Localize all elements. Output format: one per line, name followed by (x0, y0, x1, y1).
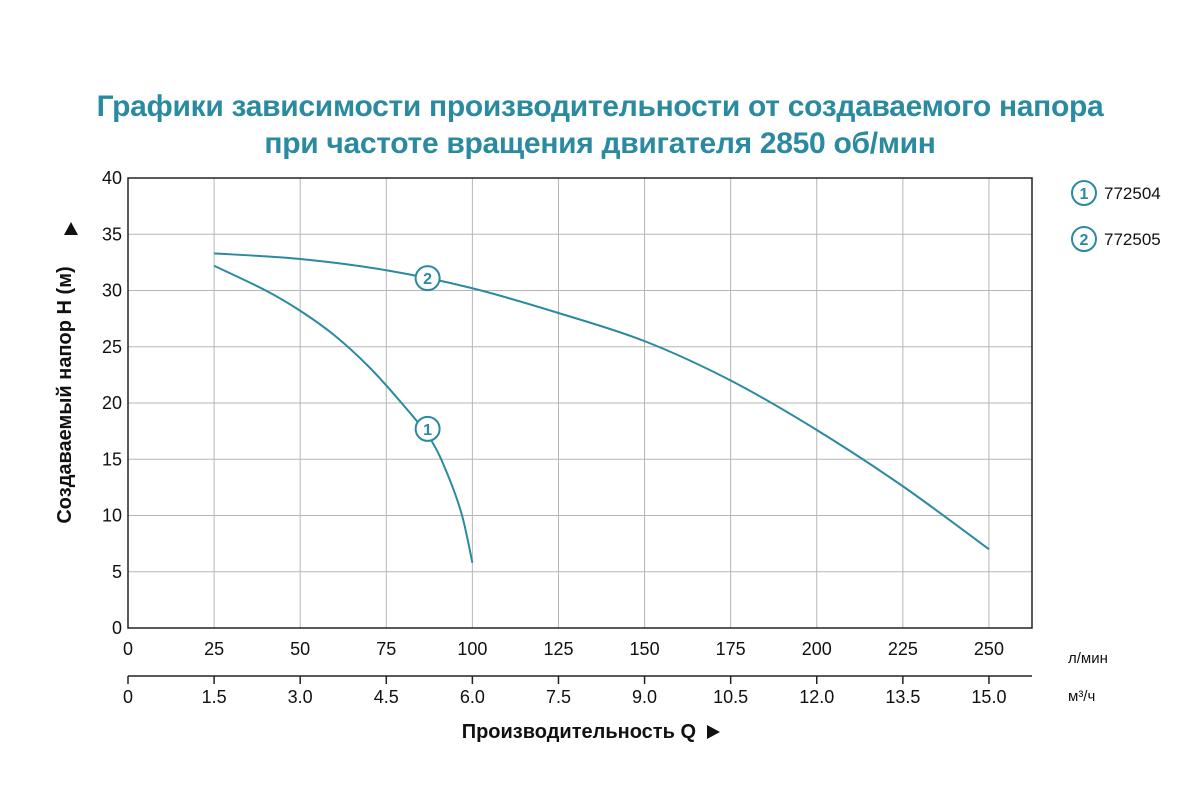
curves (213, 252, 990, 563)
y-axis-title: Создаваемый напор H (м) (54, 266, 76, 523)
legend-entry-772505: 2 772505 (1071, 226, 1161, 252)
chart-title-line-1: Графики зависимости производительности о… (96, 90, 1104, 123)
chart-title-line-2: при частоте вращения двигателя 2850 об/м… (264, 127, 936, 160)
plot-frame (127, 177, 1033, 629)
x-tick-label-secondary: 15.0 (971, 687, 1006, 707)
x-tick-label-primary: 225 (888, 639, 918, 659)
y-tick-labels: 0 5 10 15 20 25 30 35 40 (102, 168, 122, 638)
x-tick-label-primary: 150 (630, 639, 660, 659)
x-axis-arrow-shape (707, 725, 720, 739)
y-tick-label: 15 (102, 449, 122, 469)
y-tick-label: 20 (102, 393, 122, 413)
y-tick-label: 5 (112, 562, 122, 582)
y-tick-label: 25 (102, 337, 122, 357)
x-tick-label-secondary: 6.0 (460, 687, 485, 707)
x-tick-label-primary: 0 (123, 639, 133, 659)
x-tick-label-primary: 175 (716, 639, 746, 659)
x-tick-label-secondary: 9.0 (632, 687, 657, 707)
grid (127, 177, 1032, 629)
x-tick-label-secondary: 0 (123, 687, 133, 707)
legend-marker-circle (1071, 226, 1097, 252)
curve-marker-circle (414, 415, 441, 442)
curve-marker-1: 1 (414, 415, 441, 442)
series-line-772504 (213, 264, 474, 563)
x-tick-label-primary: 25 (204, 639, 224, 659)
curve-marker-label: 1 (423, 422, 432, 439)
x-unit-primary: л/мин (1068, 650, 1108, 667)
legend-entry-772504: 1 772504 (1071, 180, 1161, 206)
curve-markers: 12 (414, 265, 441, 442)
legend-marker-circle (1071, 180, 1097, 206)
x-tick-label-secondary: 12.0 (799, 687, 834, 707)
x-tick-label-primary: 100 (457, 639, 487, 659)
x-unit-secondary: м³/ч (1068, 688, 1095, 705)
x-axis-title: Производительность Q (462, 721, 696, 743)
x-tick-label-primary: 200 (802, 639, 832, 659)
curve-marker-circle (414, 265, 441, 292)
x-axis-secondary: 0 1.5 3.0 4.5 6.0 7.5 9.0 10.5 12.0 13.5 15.0 м³/ч (123, 675, 1095, 707)
legend-marker-label: 2 (1080, 232, 1089, 249)
x-tick-label-secondary: 10.5 (713, 687, 748, 707)
y-axis-arrow-shape (64, 222, 78, 235)
x-tick-label-primary: 125 (543, 639, 573, 659)
chart-title: Графики зависимости производительности о… (0, 88, 1200, 162)
x-tick-label-secondary: 7.5 (546, 687, 571, 707)
legend: 1 772504 2 772505 (1071, 180, 1161, 252)
x-tick-label-primary: 75 (376, 639, 396, 659)
x-tick-label-secondary: 3.0 (288, 687, 313, 707)
x-tick-label-secondary: 4.5 (374, 687, 399, 707)
x-axis-primary: 0 25 50 75 100 125 150 175 200 225 250 л/мин (123, 639, 1108, 667)
y-tick-label: 35 (102, 224, 122, 244)
y-tick-label: 30 (102, 281, 122, 301)
legend-marker-label: 1 (1080, 186, 1089, 203)
y-tick-label: 40 (102, 168, 122, 188)
legend-series-name: 772504 (1104, 184, 1161, 203)
curve-marker-label: 2 (423, 271, 432, 288)
y-tick-label: 10 (102, 506, 122, 526)
x-tick-label-secondary: 13.5 (885, 687, 920, 707)
legend-series-name: 772505 (1104, 230, 1161, 249)
series-line-772505 (214, 252, 990, 551)
x-tick-label-primary: 250 (974, 639, 1004, 659)
x-tick-label-primary: 50 (290, 639, 310, 659)
y-tick-label: 0 (112, 618, 122, 638)
x-tick-label-secondary: 1.5 (202, 687, 227, 707)
curve-marker-2: 2 (414, 265, 441, 292)
